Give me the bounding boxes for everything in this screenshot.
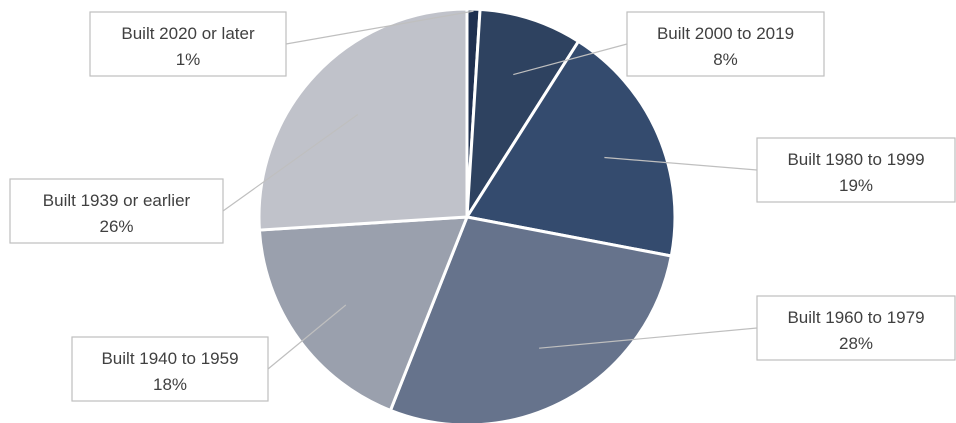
leader-line-built-1940-to-1959 (267, 304, 347, 370)
slice-percent-label: 8% (713, 50, 738, 69)
leader-line-built-2000-to-2019 (513, 43, 628, 76)
pie-slice-built-1960-to-1979 (388, 215, 673, 423)
slice-label: Built 2020 or later (121, 24, 255, 43)
data-callouts: Built 2020 or later 1% Built 2000 to 2019 8… (9, 11, 956, 402)
leader-line-built-1980-to-1999 (604, 156, 758, 171)
callout-built-1940-to-1959: Built 1940 to 1959 18% (71, 336, 269, 402)
callout-built-1980-to-1999: Built 1980 to 1999 19% (756, 137, 956, 203)
slice-label: Built 1960 to 1979 (787, 308, 924, 327)
callout-box (756, 137, 956, 203)
callout-built-1939-or-earlier: Built 1939 or earlier 26% (9, 178, 224, 244)
slice-percent-label: 26% (99, 217, 133, 236)
slice-percent-label: 19% (839, 176, 873, 195)
callout-box (89, 11, 287, 77)
slice-percent-label: 1% (176, 50, 201, 69)
slice-label: Built 1940 to 1959 (101, 349, 238, 368)
slice-percent-label: 18% (153, 375, 187, 394)
pie-slice-built-1940-to-1959 (257, 215, 469, 412)
slice-percent-label: 28% (839, 334, 873, 353)
pie-slices (257, 7, 677, 423)
callout-box (626, 11, 825, 77)
callout-built-1960-to-1979: Built 1960 to 1979 28% (756, 295, 956, 361)
callout-built-2000-to-2019: Built 2000 to 2019 8% (626, 11, 825, 77)
leader-line-built-1939-or-earlier (222, 114, 359, 212)
callout-box (71, 336, 269, 402)
leader-line-built-2020-or-later (285, 10, 474, 45)
pie-slice-built-1980-to-1999 (465, 39, 677, 258)
slice-label: Built 2000 to 2019 (657, 24, 794, 43)
callout-built-2020-or-later: Built 2020 or later 1% (89, 11, 287, 77)
leader-line-built-1960-to-1979 (539, 327, 758, 349)
slice-label: Built 1980 to 1999 (787, 150, 924, 169)
leader-lines (222, 10, 758, 370)
callout-box (9, 178, 224, 244)
pie-slice-built-2000-to-2019 (465, 7, 580, 219)
callout-box (756, 295, 956, 361)
pie-slice-built-1939-or-earlier (257, 7, 469, 232)
slice-label: Built 1939 or earlier (43, 191, 191, 210)
